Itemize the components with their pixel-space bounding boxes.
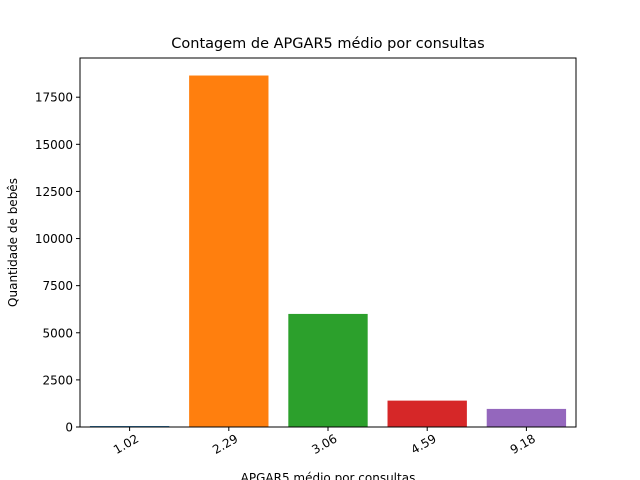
bar-3.06 xyxy=(288,313,368,427)
y-tick-label: 17500 xyxy=(35,91,73,105)
bar-2.29 xyxy=(189,75,269,428)
y-tick-label: 10000 xyxy=(35,232,73,246)
x-tick-label: 1.02 xyxy=(111,431,141,456)
x-tick-label: 4.59 xyxy=(409,431,439,456)
y-tick-label: 12500 xyxy=(35,185,73,199)
bar-4.59 xyxy=(387,400,467,427)
x-tick-label: 2.29 xyxy=(210,431,240,456)
y-tick-label: 0 xyxy=(65,421,73,435)
x-axis-label: APGAR5 médio por consultas xyxy=(241,471,416,480)
bars-group xyxy=(89,75,567,428)
bar-9.18 xyxy=(486,408,567,427)
y-axis-label: Quantidade de bebês xyxy=(6,178,20,307)
x-tick-label: 3.06 xyxy=(309,431,339,456)
y-tick-label: 7500 xyxy=(42,279,73,293)
chart-title: Contagem de APGAR5 médio por consultas xyxy=(171,36,484,52)
y-tick-label: 2500 xyxy=(42,373,73,387)
y-axis: 0 2500 5000 7500 10000 12500 15000 17500 xyxy=(35,91,80,435)
x-axis: 1.02 2.29 3.06 4.59 9.18 xyxy=(111,427,538,457)
y-tick-label: 15000 xyxy=(35,138,73,152)
x-tick-label: 9.18 xyxy=(508,431,538,456)
y-tick-label: 5000 xyxy=(42,326,73,340)
